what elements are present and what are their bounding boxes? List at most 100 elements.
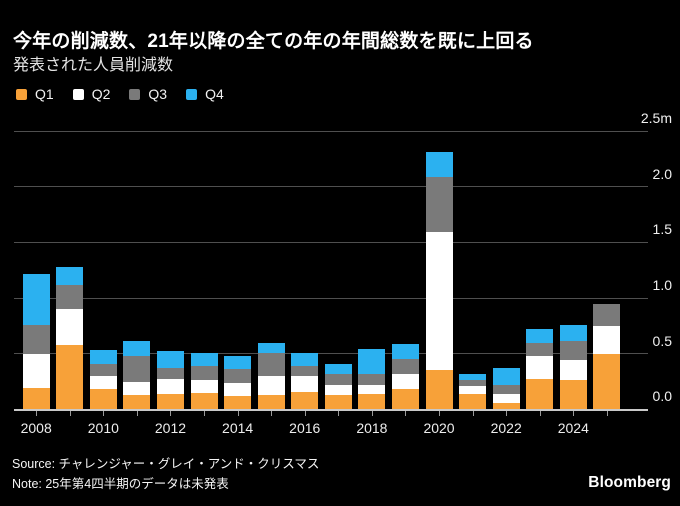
bar-segment-q4-2008 [22, 273, 50, 325]
x-axis-tick [606, 411, 608, 417]
y-axis-tick-label: 0.0 [652, 388, 672, 405]
bar-segment-q1-2025 [593, 353, 621, 410]
stacked-bar-2019 [391, 343, 419, 410]
stacked-bar-2017 [324, 363, 352, 410]
bar-segment-q2-2013 [190, 380, 218, 393]
bar-segment-q2-2020 [425, 232, 453, 371]
bar-segment-q4-2021 [459, 373, 487, 381]
bar-segment-q4-2015 [257, 342, 285, 353]
stacked-bar-2009 [56, 266, 84, 410]
bar-segment-q3-2016 [291, 365, 319, 376]
bar-segment-q3-2008 [22, 324, 50, 354]
chart-title: 今年の削減数、21年以降の全ての年の年間総数を既に上回る [13, 31, 534, 52]
chart-legend: Q1 Q2 Q3 Q4 [16, 86, 224, 102]
legend-swatch-icon [129, 88, 141, 100]
x-axis-tick [271, 411, 273, 417]
bar-segment-q2-2012 [156, 379, 184, 394]
x-axis-tick-label: 2024 [557, 420, 589, 437]
bar-segment-q2-2014 [224, 382, 252, 396]
bar-segment-q3-2015 [257, 352, 285, 376]
x-axis-line [14, 409, 648, 412]
bar-segment-q3-2012 [156, 368, 184, 380]
x-axis-tick-label: 2008 [20, 420, 52, 437]
bar-segment-q1-2016 [291, 391, 319, 410]
bar-segment-q2-2025 [593, 325, 621, 354]
x-axis-tick-label: 2022 [490, 420, 522, 437]
x-axis-tick [472, 411, 474, 417]
x-axis-tick-label: 2014 [222, 420, 254, 437]
bar-segment-q4-2013 [190, 352, 218, 366]
bar-segment-q4-2017 [324, 363, 352, 374]
bar-segment-q1-2019 [391, 389, 419, 410]
bar-segment-q1-2022 [492, 402, 520, 410]
stacked-bar-2013 [190, 352, 218, 410]
bar-segment-q2-2011 [123, 381, 151, 395]
x-axis-tick [439, 411, 441, 417]
legend-label: Q1 [35, 86, 54, 102]
gridline [14, 130, 648, 132]
legend-item-q4: Q4 [186, 86, 224, 102]
x-axis-tick-label: 2016 [289, 420, 321, 437]
x-axis-tick-label: 2010 [87, 420, 119, 437]
stacked-bar-2025 [593, 303, 621, 410]
bar-segment-q4-2016 [291, 352, 319, 366]
bar-segment-q2-2009 [56, 309, 84, 345]
bar-segment-q3-2011 [123, 355, 151, 382]
x-axis-tick-label: 2018 [356, 420, 388, 437]
bar-segment-q1-2013 [190, 392, 218, 410]
bar-segment-q1-2009 [56, 344, 84, 410]
legend-item-q1: Q1 [16, 86, 54, 102]
legend-label: Q2 [91, 86, 111, 102]
x-axis-tick [170, 411, 172, 417]
gridline [14, 186, 648, 188]
bar-segment-q4-2011 [123, 341, 151, 356]
note-text: Note: 25年第4四半期のデータは未発表 [12, 477, 229, 491]
bar-segment-q4-2014 [224, 355, 252, 370]
bar-segment-q2-2010 [89, 375, 117, 390]
bar-segment-q2-2015 [257, 375, 285, 395]
bar-segment-q4-2024 [559, 324, 587, 342]
bar-segment-q3-2017 [324, 373, 352, 385]
bar-segment-q2-2008 [22, 353, 50, 389]
bar-segment-q2-2022 [492, 393, 520, 403]
bar-segment-q1-2012 [156, 393, 184, 410]
bar-segment-q4-2009 [56, 266, 84, 285]
y-axis-tick-label: 1.5 [652, 221, 672, 238]
x-axis-tick [405, 411, 407, 417]
x-axis-tick-label: 2012 [154, 420, 187, 437]
bar-segment-q2-2023 [526, 355, 554, 380]
bar-segment-q4-2019 [391, 343, 419, 360]
stacked-bar-2018 [358, 349, 386, 410]
bar-segment-q4-2010 [89, 350, 117, 364]
x-axis-tick [36, 411, 38, 417]
chart-subtitle: 発表された人員削減数 [13, 57, 174, 74]
bar-segment-q4-2023 [526, 329, 554, 343]
x-axis-tick-label: 2020 [423, 420, 455, 437]
legend-item-q3: Q3 [129, 86, 167, 102]
x-axis-tick [136, 411, 138, 417]
y-axis-tick-label: 2.0 [652, 165, 672, 182]
bar-segment-q2-2018 [358, 384, 386, 394]
bar-segment-q3-2021 [459, 380, 487, 386]
x-axis-tick [237, 411, 239, 417]
legend-label: Q3 [148, 86, 168, 102]
bar-segment-q4-2012 [156, 351, 184, 369]
bar-segment-q2-2017 [324, 384, 352, 395]
bar-segment-q1-2008 [22, 388, 50, 410]
bar-segment-q3-2010 [89, 363, 117, 376]
bloomberg-logo: Bloomberg [588, 474, 671, 491]
bar-segment-q1-2023 [526, 379, 554, 410]
bar-segment-q1-2010 [89, 389, 117, 410]
bar-segment-q3-2022 [492, 384, 520, 394]
bar-segment-q3-2025 [593, 303, 621, 326]
bar-segment-q3-2009 [56, 284, 84, 310]
x-axis-tick [573, 411, 575, 417]
x-axis-tick [304, 411, 306, 417]
x-axis-tick [204, 411, 206, 417]
x-axis-tick [69, 411, 71, 417]
stacked-bar-2015 [257, 342, 285, 410]
stacked-bar-2011 [123, 341, 151, 410]
x-axis-tick [371, 411, 373, 417]
x-axis-tick [506, 411, 508, 417]
